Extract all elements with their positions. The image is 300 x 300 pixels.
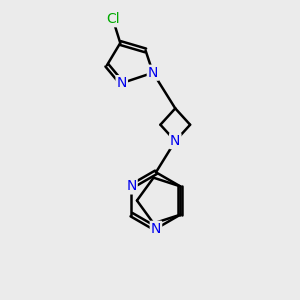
- Text: Cl: Cl: [106, 12, 120, 26]
- Text: N: N: [151, 222, 161, 236]
- Text: N: N: [148, 66, 158, 80]
- Text: N: N: [126, 179, 137, 194]
- Text: N: N: [170, 134, 181, 148]
- Text: N: N: [117, 76, 127, 90]
